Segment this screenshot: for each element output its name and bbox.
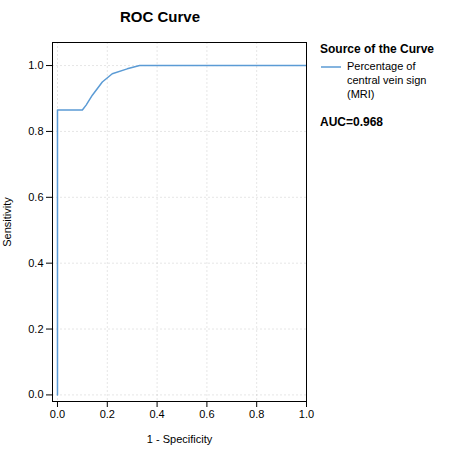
svg-text:0.6: 0.6 — [28, 191, 43, 203]
svg-text:1.0: 1.0 — [299, 408, 314, 420]
svg-text:0.0: 0.0 — [50, 408, 65, 420]
svg-text:0.2: 0.2 — [100, 408, 115, 420]
svg-text:0.8: 0.8 — [28, 125, 43, 137]
svg-text:Sensitivity: Sensitivity — [1, 197, 13, 247]
svg-text:0.0: 0.0 — [28, 388, 43, 400]
svg-text:0.6: 0.6 — [199, 408, 214, 420]
svg-text:0.4: 0.4 — [28, 257, 43, 269]
svg-text:1 - Specificity: 1 - Specificity — [147, 433, 213, 445]
svg-text:0.2: 0.2 — [28, 323, 43, 335]
svg-text:0.8: 0.8 — [249, 408, 264, 420]
html-text:ROC Curve: ROC Curve — [120, 8, 200, 25]
html-text:AUC=0.968: AUC=0.968 — [320, 115, 383, 130]
svg-text:1.0: 1.0 — [28, 59, 43, 71]
html-text:Source of the Curve: Source of the Curve — [320, 42, 434, 56]
html-text:Percentage of central vein sig: Percentage of central vein sign (MRI) — [347, 60, 427, 100]
svg-text:0.4: 0.4 — [149, 408, 164, 420]
